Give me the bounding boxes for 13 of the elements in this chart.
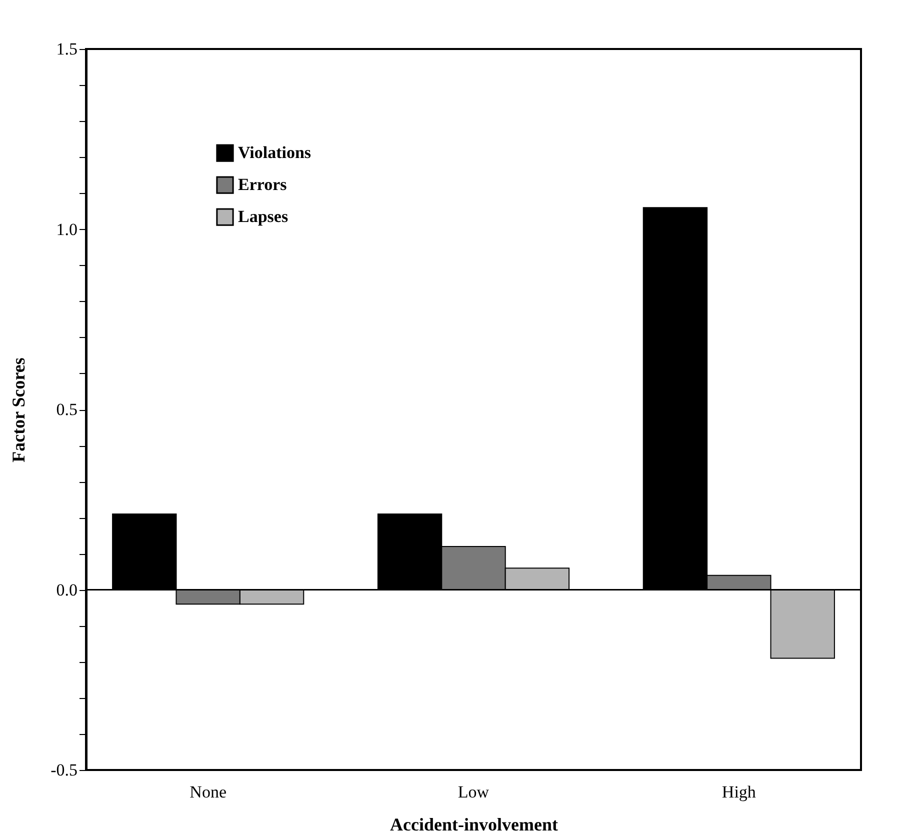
y-tick-label: 0.0 — [56, 580, 78, 600]
legend-label: Lapses — [238, 207, 288, 226]
legend-label: Errors — [238, 175, 288, 194]
y-tick-label: -0.5 — [50, 760, 78, 780]
y-tick-label: 0.5 — [56, 400, 78, 419]
x-axis-title: Accident-involvement — [390, 814, 558, 834]
y-axis-title: Factor Scores — [8, 358, 29, 462]
x-tick-label: Low — [458, 782, 490, 802]
y-tick-label: 1.5 — [56, 40, 78, 58]
legend-label: Violations — [238, 143, 312, 162]
x-tick-label: High — [722, 782, 756, 802]
x-tick-label: None — [190, 782, 227, 802]
y-tick-label: 1.0 — [56, 220, 78, 239]
